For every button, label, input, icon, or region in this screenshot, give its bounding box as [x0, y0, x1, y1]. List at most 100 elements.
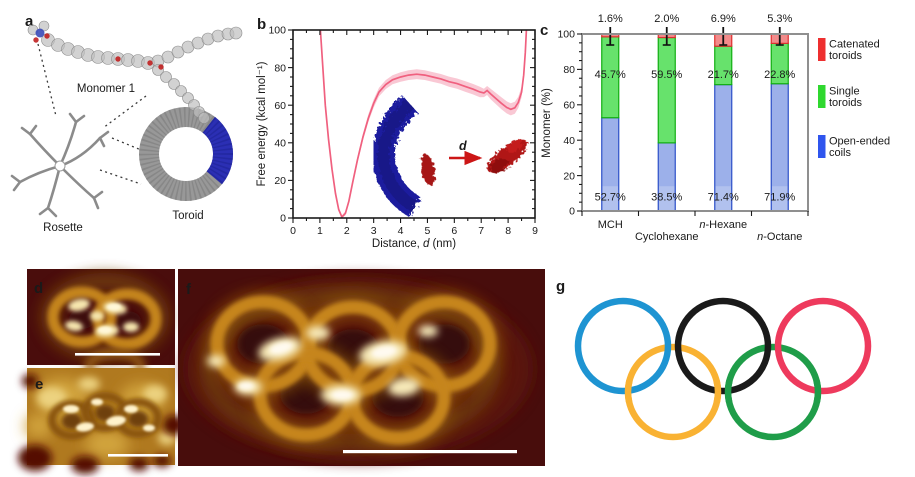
- y-tick-label: 0: [280, 213, 286, 225]
- panel-e-afm-image: e: [18, 368, 185, 474]
- afm-catenane-art: [27, 269, 175, 386]
- monomer-atom: [160, 71, 172, 83]
- rosette-arm: [46, 164, 62, 210]
- toroid-blue-texture: [202, 116, 233, 185]
- afm-dark-patch: [71, 456, 99, 474]
- scale-bar: [343, 450, 517, 454]
- afm-bright-spot: [63, 405, 79, 413]
- panel-label-f: f: [186, 281, 192, 298]
- legend-label-open-ended-coils: Open-ended coils: [829, 136, 890, 160]
- rosette-arm: [58, 164, 96, 200]
- open-coil-pct-label: 71.9%: [764, 191, 795, 203]
- panel-label-a: a: [25, 13, 34, 30]
- category-label: n-Octane: [757, 231, 802, 243]
- afm-bright-spot: [371, 345, 397, 359]
- rosette-arm: [28, 124, 38, 136]
- olympic-ring-blue: [574, 297, 672, 395]
- scale-bar: [108, 454, 168, 457]
- y-tick-label: 20: [563, 170, 575, 182]
- monomer-atom: [161, 50, 175, 64]
- legend-label-single-toroids: Single toroids: [829, 86, 863, 110]
- olympic-ring-yellow: [624, 343, 722, 441]
- ring-hole: [128, 411, 148, 427]
- x-tick-label: 3: [371, 225, 377, 237]
- afm-dark-patch: [129, 457, 149, 471]
- toroid-label: Toroid: [172, 210, 203, 222]
- toroid-coil-inset: d: [371, 95, 527, 218]
- monomer-atom: [168, 78, 180, 90]
- olympic-ring-green: [724, 343, 822, 441]
- rosette-arm: [10, 174, 22, 184]
- x-tick-label: 8: [505, 225, 511, 237]
- legend-swatch-open-ended-coils: [818, 135, 826, 158]
- rosette-center: [54, 160, 66, 172]
- catenated-pct-label: 2.0%: [654, 13, 679, 25]
- legend-swatch-single-toroids: [818, 85, 826, 108]
- y-tick-label: 20: [274, 175, 286, 187]
- rosette-arm: [92, 190, 104, 200]
- afm-highlight: [68, 298, 90, 312]
- y-tick-label: 60: [563, 100, 575, 112]
- afm-light-patch: [25, 414, 53, 438]
- afm-bright-spot: [91, 398, 103, 406]
- toroid-blue-segment: [202, 116, 233, 185]
- free-energy-curve: [319, 29, 528, 219]
- dotted-connector: [37, 43, 57, 117]
- y-tick-label: 60: [274, 100, 286, 112]
- bar-sheen: [602, 186, 618, 210]
- x-tick-label: 4: [398, 225, 404, 237]
- afm-bright-spot: [106, 415, 126, 427]
- afm-bright-spot: [76, 422, 94, 432]
- x-tick-label: 7: [478, 225, 484, 237]
- ring-weave-yellow: [713, 379, 722, 403]
- rosette-arm: [38, 206, 50, 216]
- category-label: n-Hexane: [699, 219, 747, 231]
- y-axis-label: Free energy (kcal mol⁻¹): [256, 61, 268, 186]
- afm-bright-patch: [143, 385, 167, 403]
- afm-highlight: [207, 355, 225, 367]
- legend-swatch-catenated-toroids: [818, 38, 826, 61]
- rosette-arm: [98, 130, 110, 140]
- catenated-pct-label: 6.9%: [711, 13, 736, 25]
- afm-bright-spot: [107, 303, 121, 311]
- y-tick-label: 40: [563, 135, 575, 147]
- ring-weave-green: [724, 379, 733, 403]
- afm-highlight: [90, 311, 104, 321]
- monomer-atom-blue: [35, 28, 45, 38]
- rosette-arm: [46, 206, 58, 218]
- detaching-segment-red: [421, 154, 435, 186]
- y-tick-label: 80: [563, 64, 575, 76]
- afm-highlight: [306, 326, 330, 340]
- afm-bright-spot: [143, 424, 155, 432]
- x-tick-label: 2: [344, 225, 350, 237]
- y-tick-label: 0: [569, 206, 575, 218]
- monomer-atom: [171, 45, 185, 59]
- bar-chart-axes: 1.6% 45.7% 52.7% MCH 2.0% 59.5% 38.5% Cyclohexa…: [557, 13, 890, 243]
- rosette-arm: [92, 196, 100, 210]
- coil-blob: [507, 139, 523, 153]
- afm-bright-spot: [331, 390, 353, 400]
- y-tick-label: 40: [274, 138, 286, 150]
- rosette-arm: [12, 180, 22, 192]
- monomer-label: Monomer 1: [77, 83, 135, 95]
- bar-segment-single-toroids: [657, 36, 676, 144]
- legend-label-catenated-toroids: Catenated toroids: [829, 39, 880, 63]
- free-energy-axes: 0 20 40 60 80 100 0 1 2 3 4 5 6 7 8 9: [268, 25, 538, 237]
- panel-b-free-energy-plot: b 0 20 40 60 80 100 0 1 2 3 4 5 6 7 8 9 Free energy (kc…: [256, 16, 538, 250]
- rosette-arm: [68, 112, 78, 124]
- monomer-atom-red: [33, 37, 39, 43]
- ring-weave-yellow: [624, 379, 633, 403]
- olympic-ring-black: [674, 297, 772, 395]
- panel-g-olympic-rings: g: [556, 278, 872, 441]
- catenated-pct-label: 5.3%: [767, 13, 792, 25]
- rosette-label: Rosette: [43, 222, 83, 234]
- panel-label-d: d: [34, 280, 43, 297]
- rosette-arm: [18, 164, 62, 184]
- ring-hole: [95, 405, 115, 421]
- single-toroid-pct-label: 45.7%: [595, 69, 626, 81]
- catenated-pct-label: 1.6%: [598, 13, 623, 25]
- bar-sheen: [659, 186, 675, 210]
- afm-dark-patch: [18, 445, 52, 471]
- dotted-connector: [102, 95, 147, 129]
